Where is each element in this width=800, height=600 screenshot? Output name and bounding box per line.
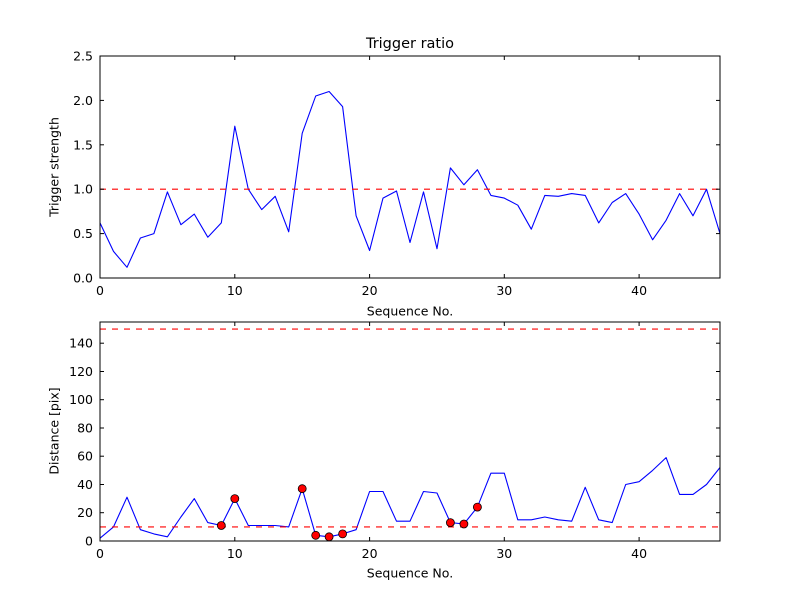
marker-point (297, 484, 307, 494)
y-tick-label: 0.0 (73, 271, 93, 286)
marker-point (472, 502, 482, 512)
x-tick-label: 10 (227, 546, 243, 561)
marker-point (311, 530, 321, 540)
y-axis-label-trigger-strength: Trigger strength (46, 117, 62, 217)
y-axis-label-distance: Distance [pix] (46, 387, 62, 475)
y-tick-label: 120 (69, 364, 93, 379)
x-tick-label: 0 (96, 283, 104, 298)
y-tick-label: 80 (77, 421, 93, 436)
y-tick-label: 40 (77, 477, 93, 492)
x-tick-label: 40 (631, 283, 647, 298)
marker-point (216, 521, 226, 530)
y-tick-label: 20 (77, 505, 93, 520)
marker-point (230, 494, 240, 504)
axes-frame (99, 55, 721, 279)
x-tick-label: 40 (631, 546, 647, 561)
y-tick-label: 2.5 (73, 49, 93, 64)
x-tick-label: 30 (496, 546, 512, 561)
y-tick-label: 140 (69, 336, 93, 351)
y-tick-label: 1.5 (73, 137, 93, 152)
y-tick-label: 1.0 (73, 182, 93, 197)
y-tick-label: 2.0 (73, 93, 93, 108)
data-line (99, 90, 721, 268)
marker-point (338, 529, 348, 539)
chart-title: Trigger ratio (365, 36, 455, 52)
x-tick-label: 0 (96, 546, 104, 561)
y-tick-label: 60 (77, 449, 93, 464)
marker-point (324, 532, 334, 542)
y-tick-label: 0.5 (73, 226, 93, 241)
axes-frame (99, 321, 721, 542)
marker-point (445, 518, 455, 527)
x-tick-label: 10 (227, 283, 243, 298)
x-tick-label: 20 (362, 546, 378, 561)
y-tick-label: 100 (69, 392, 93, 407)
data-line (99, 457, 721, 539)
x-tick-label: 20 (362, 283, 378, 298)
x-axis-label-top: Sequence No. (366, 303, 454, 319)
marker-point (459, 519, 469, 529)
y-tick-label: 0 (85, 534, 93, 549)
x-axis-label-bottom: Sequence No. (366, 565, 454, 581)
x-tick-label: 30 (496, 283, 512, 298)
